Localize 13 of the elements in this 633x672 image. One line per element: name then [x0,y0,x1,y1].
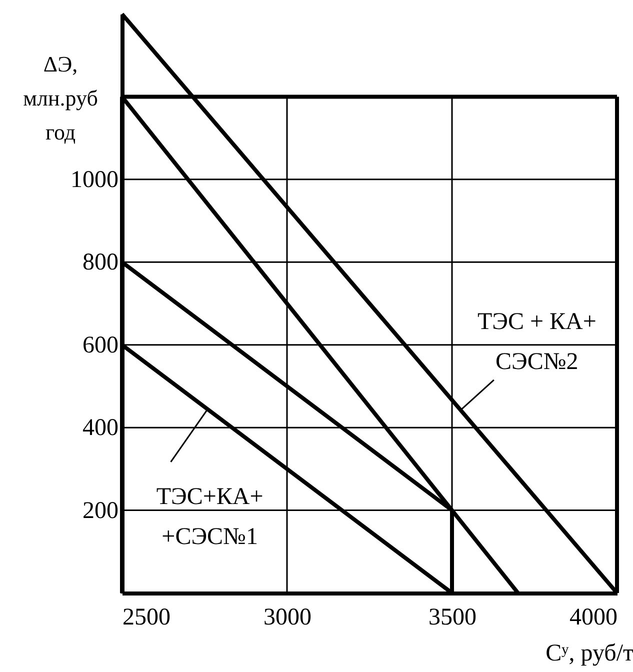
x-tick-label: 4000 [570,604,618,630]
x-tick-label: 3000 [264,604,312,630]
annotation: ТЭС+КА+ +СЭС№1 [156,484,264,550]
y-tick-label: 400 [82,415,118,442]
x-tick-label: 2500 [122,604,170,630]
y-tick-label: 600 [82,332,118,358]
y-tick-label: 800 [82,250,118,276]
x-tick-label: 3500 [428,604,476,630]
x-axis-title: Cʸ, руб/т [546,640,633,666]
y-tick-label: 200 [82,498,118,524]
y-axis-title: ΔЭ, млн.руб год [23,52,98,144]
y-tick-label: 1000 [70,166,118,193]
annotation: ТЭС + КА+ СЭС№2 [477,308,596,375]
